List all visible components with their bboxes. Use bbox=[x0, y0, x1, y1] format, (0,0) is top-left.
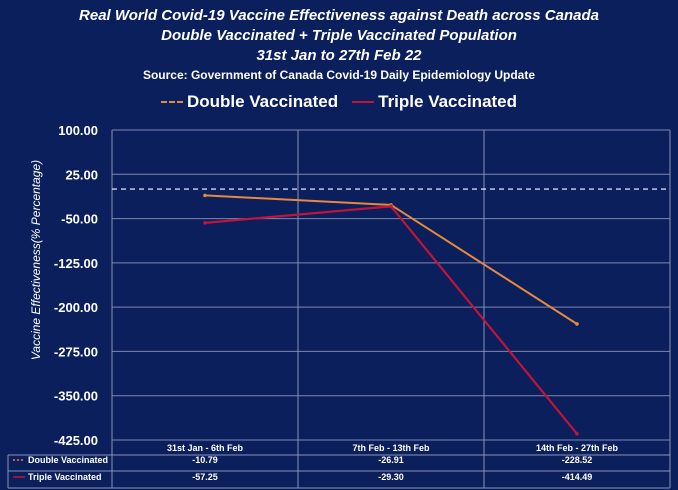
chart-title-line-1: Real World Covid-19 Vaccine Effectivenes… bbox=[79, 7, 599, 24]
y-tick-label: -275.00 bbox=[54, 344, 98, 359]
legend-swatch-triple bbox=[352, 101, 375, 103]
series-line-double-vaccinated bbox=[204, 194, 578, 325]
y-tick-label: -200.00 bbox=[54, 300, 98, 315]
table-cell-value: -29.30 bbox=[378, 472, 404, 482]
table-series-label: Double Vaccinated bbox=[28, 455, 108, 465]
chart-legend: Double Vaccinated Triple Vaccinated bbox=[0, 92, 678, 112]
data-point bbox=[575, 322, 579, 326]
table-cell-value: -10.79 bbox=[192, 455, 218, 465]
data-point bbox=[203, 193, 207, 198]
y-tick-label: 100.00 bbox=[58, 123, 98, 138]
legend-entry-triple: Triple Vaccinated bbox=[352, 92, 517, 112]
series-line-triple-vaccinated bbox=[204, 205, 578, 435]
data-table: 31st Jan - 6th Feb 7th Feb - 13th Feb 14th… bbox=[13, 443, 619, 482]
x-tick-label: 7th Feb - 13th Feb bbox=[352, 443, 430, 453]
y-tick-label: -125.00 bbox=[54, 256, 98, 271]
legend-swatch-double bbox=[160, 101, 183, 103]
data-point bbox=[389, 204, 393, 209]
table-cell-value: -228.52 bbox=[562, 455, 593, 465]
chart-source: Source: Government of Canada Covid-19 Da… bbox=[142, 68, 536, 82]
x-tick-label: 31st Jan - 6th Feb bbox=[167, 443, 244, 453]
legend-label-double: Double Vaccinated bbox=[186, 92, 339, 111]
y-tick-label: -350.00 bbox=[54, 389, 98, 404]
chart-title-line-3: 31st Jan to 27th Feb 22 bbox=[256, 47, 422, 64]
table-cell-value: -26.91 bbox=[378, 455, 404, 465]
table-cell-value: -57.25 bbox=[192, 472, 218, 482]
table-cell-value: -414.49 bbox=[562, 472, 593, 482]
y-tick-label: -425.00 bbox=[54, 433, 98, 448]
grid-layer bbox=[7, 129, 671, 489]
x-tick-label: 14th Feb - 27th Feb bbox=[536, 443, 619, 453]
y-tick-label: 25.00 bbox=[65, 167, 98, 182]
y-tick-label: -50.00 bbox=[61, 212, 98, 227]
data-point bbox=[203, 221, 207, 225]
series-layer bbox=[203, 193, 579, 436]
chart-title-line-2: Double Vaccinated + Triple Vaccinated Po… bbox=[161, 27, 517, 44]
table-series-label: Triple Vaccinated bbox=[28, 472, 102, 482]
legend-label-triple: Triple Vaccinated bbox=[378, 92, 518, 111]
data-point bbox=[575, 431, 579, 436]
legend-entry-double: Double Vaccinated bbox=[160, 92, 339, 112]
y-tick-labels: 100.00 25.00 -50.00 -125.00 -200.00 -275.00 -3… bbox=[54, 123, 98, 448]
